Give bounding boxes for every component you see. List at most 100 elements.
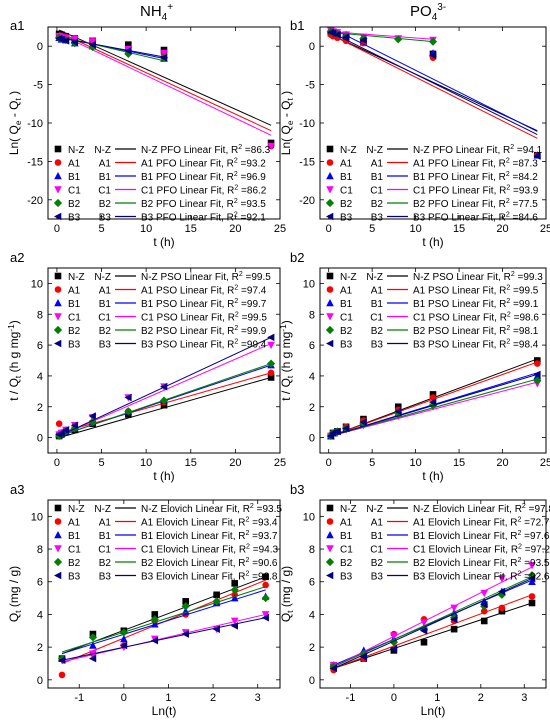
legend-fit-label: N-Z PSO Linear Fit, R2 =99.3: [413, 271, 543, 283]
legend-marker-n-z: [54, 504, 62, 512]
fit-line-c1: [61, 613, 266, 663]
legend-label: N-Z: [68, 145, 85, 156]
data-point-b3: [480, 600, 488, 609]
y-axis-label: t / Qt (h g mg-1): [6, 320, 23, 400]
legend-fit-series-label: C1: [370, 186, 383, 197]
legend-fit-series-label: B1: [99, 299, 112, 310]
y-tick-label: 10: [303, 511, 315, 523]
y-tick-label: 6: [309, 340, 315, 352]
fit-line-b1: [330, 27, 538, 132]
legend-label: N-Z: [340, 504, 357, 515]
legend-fit-label: B1 Elovich Linear Fit, R2 =93.7: [141, 530, 278, 542]
legend-marker-b1: [326, 531, 334, 539]
data-point-b3: [429, 398, 437, 406]
legend-marker-n-z: [326, 504, 334, 512]
column-title-nh4-sup: +: [167, 2, 174, 13]
x-tick-label: 25: [274, 223, 286, 235]
legend-marker-c1: [326, 545, 334, 553]
data-point-b3: [342, 33, 350, 41]
x-axis-label: t (h): [153, 469, 174, 483]
legend-fit-label: N-Z Elovich Linear Fit, R2 =93.5: [141, 503, 282, 515]
legend-marker-b2: [325, 325, 335, 335]
legend-label: A1: [340, 518, 353, 529]
y-axis-label: Qt (mg / g): [7, 566, 23, 622]
data-point-b3: [88, 654, 97, 663]
data-point-c1: [88, 38, 97, 46]
data-point-b3: [70, 421, 79, 430]
column-title-po4-base: PO: [410, 3, 432, 20]
data-point-b2: [533, 376, 542, 385]
legend: N-Z N-Z N-Z PFO Linear Fit, R2 =86.3 A1 A1 A1…: [53, 144, 271, 224]
x-tick-label: 15: [185, 223, 197, 235]
y-tick-label: -20: [27, 195, 43, 207]
legend-marker-b2: [53, 325, 63, 335]
data-point-b3: [160, 382, 168, 391]
chart-panel-a3: -1 0 1 2 3 0 2 4 6 8 10 Ln(t) Qt (mg / g) N-Z N-Z N-Z E…: [7, 482, 282, 718]
data-point-b3: [333, 427, 341, 436]
data-point-c1: [267, 142, 275, 151]
legend-marker-b3: [326, 339, 334, 348]
y-tick-label: 6: [37, 340, 43, 352]
data-point-b3: [61, 426, 70, 434]
legend-fit-series-label: B2: [99, 326, 112, 337]
legend-fit-series-label: A1: [371, 518, 384, 529]
legend-marker-b3: [54, 339, 62, 348]
y-tick-label: -5: [305, 80, 315, 92]
legend-marker-a1: [54, 286, 62, 293]
legend-marker-b2: [325, 198, 335, 208]
data-point-b2: [124, 49, 133, 58]
data-point-a1: [267, 369, 275, 377]
y-tick-label: 0: [37, 433, 43, 445]
data-point-b1: [89, 641, 97, 649]
fit-line-b2: [330, 31, 434, 43]
legend-fit-label: B2 PSO Linear Fit, R2 =99.9: [141, 325, 267, 337]
x-tick-label: 2: [478, 692, 484, 704]
legend-fit-label: B3 Elovich Linear Fit, R2 =92.8: [141, 571, 278, 583]
data-point-b2: [119, 628, 128, 637]
fit-line-c1: [333, 566, 533, 668]
legend-label: B2: [68, 199, 81, 210]
x-tick-label: 25: [540, 223, 550, 235]
legend-label: B1: [68, 299, 81, 310]
x-tick-label: 2: [210, 692, 216, 704]
data-point-b2: [428, 37, 438, 46]
data-point-b1: [150, 620, 159, 628]
x-tick-label: 5: [369, 223, 375, 235]
legend-fit-label: A1 PFO Linear Fit, R2 =87.3: [413, 158, 538, 170]
data-point-b2: [212, 597, 221, 606]
data-point-b3: [359, 653, 368, 661]
legend-label: B2: [340, 326, 353, 337]
data-point-n-z: [262, 573, 269, 581]
legend-fit-label: B1 PSO Linear Fit, R2 =99.7: [141, 298, 267, 310]
fit-line-b3: [61, 617, 266, 661]
y-axis-label: t / Qt (h g mg-1): [278, 320, 295, 400]
data-point-b3: [359, 36, 367, 44]
legend-marker-c1: [326, 186, 334, 194]
data-point-b2: [124, 407, 133, 416]
legend: N-Z N-Z N-Z Elovich Linear Fit, R2 =97.8 A1…: [325, 503, 550, 583]
legend-marker-b3: [326, 571, 334, 580]
data-point-b3: [181, 630, 189, 638]
legend-fit-series-label: N-Z: [366, 272, 383, 283]
legend-marker-b2: [325, 557, 335, 567]
legend-label: B1: [68, 531, 81, 542]
column-title-nh4-sub: 4: [161, 12, 168, 23]
column-title-po4: PO43-: [410, 2, 446, 23]
data-point-b3: [70, 38, 79, 47]
plot-frame: [319, 267, 547, 454]
data-point-c1: [267, 341, 275, 350]
legend-fit-label: B1 Elovich Linear Fit, R2 =97.6: [413, 530, 550, 542]
y-tick-label: 6: [309, 577, 315, 589]
legend-fit-series-label: A1: [371, 159, 384, 170]
x-axis-label: Ln(t): [152, 704, 177, 718]
data-point-n-z: [450, 625, 458, 633]
legend-label: N-Z: [68, 272, 85, 283]
legend-marker-b1: [326, 299, 334, 307]
legend-fit-series-label: C1: [98, 186, 111, 197]
y-axis-label: Ln( Qe - Qt ): [279, 91, 295, 155]
data-point-b3: [450, 615, 458, 624]
legend-fit-series-label: A1: [99, 159, 112, 170]
legend-label: B1: [340, 531, 353, 542]
x-tick-label: 10: [140, 457, 152, 469]
